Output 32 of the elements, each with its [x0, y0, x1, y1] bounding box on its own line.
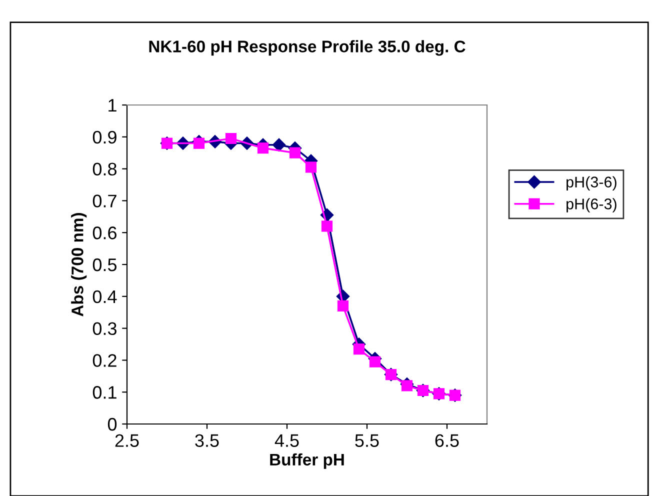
- x-tick-label: 6.5: [435, 434, 459, 447]
- point: [272, 138, 286, 152]
- y-axis-title: Abs (700 nm): [71, 213, 87, 316]
- point: [193, 138, 205, 149]
- legend-label: pH(6-3): [566, 198, 616, 212]
- y-tick-label: 0.4: [92, 290, 117, 304]
- point: [369, 356, 381, 368]
- chart-title: NK1-60 pH Response Profile 35.0 deg. C: [149, 40, 466, 56]
- x-tick-label: 4.5: [274, 434, 299, 447]
- x-tick-label: 5.5: [355, 434, 379, 447]
- point: [225, 132, 237, 144]
- x-axis-title: Buffer pH: [270, 453, 344, 469]
- y-tick-label: 1: [108, 99, 116, 112]
- x-tick-label: 2.5: [115, 434, 139, 447]
- y-tick-label: 0.2: [92, 354, 116, 367]
- y-tick-label: 0.6: [92, 226, 116, 240]
- point: [401, 380, 413, 392]
- y-tick-label: 0.9: [92, 130, 116, 144]
- y-tick-label: 0.3: [92, 322, 116, 336]
- point: [257, 142, 269, 154]
- y-tick-label: 0.5: [92, 258, 117, 272]
- point: [289, 147, 301, 158]
- y-tick-label: 0.1: [92, 386, 116, 399]
- point: [337, 300, 349, 312]
- point: [353, 343, 365, 355]
- legend-label: pH(3-6): [566, 176, 616, 190]
- y-tick-label: 0.7: [92, 194, 116, 208]
- point: [305, 162, 317, 173]
- y-tick-label: 0: [108, 418, 117, 431]
- point: [321, 220, 333, 232]
- y-tick-label: 0.8: [92, 162, 116, 176]
- x-tick-label: 3.5: [195, 434, 219, 447]
